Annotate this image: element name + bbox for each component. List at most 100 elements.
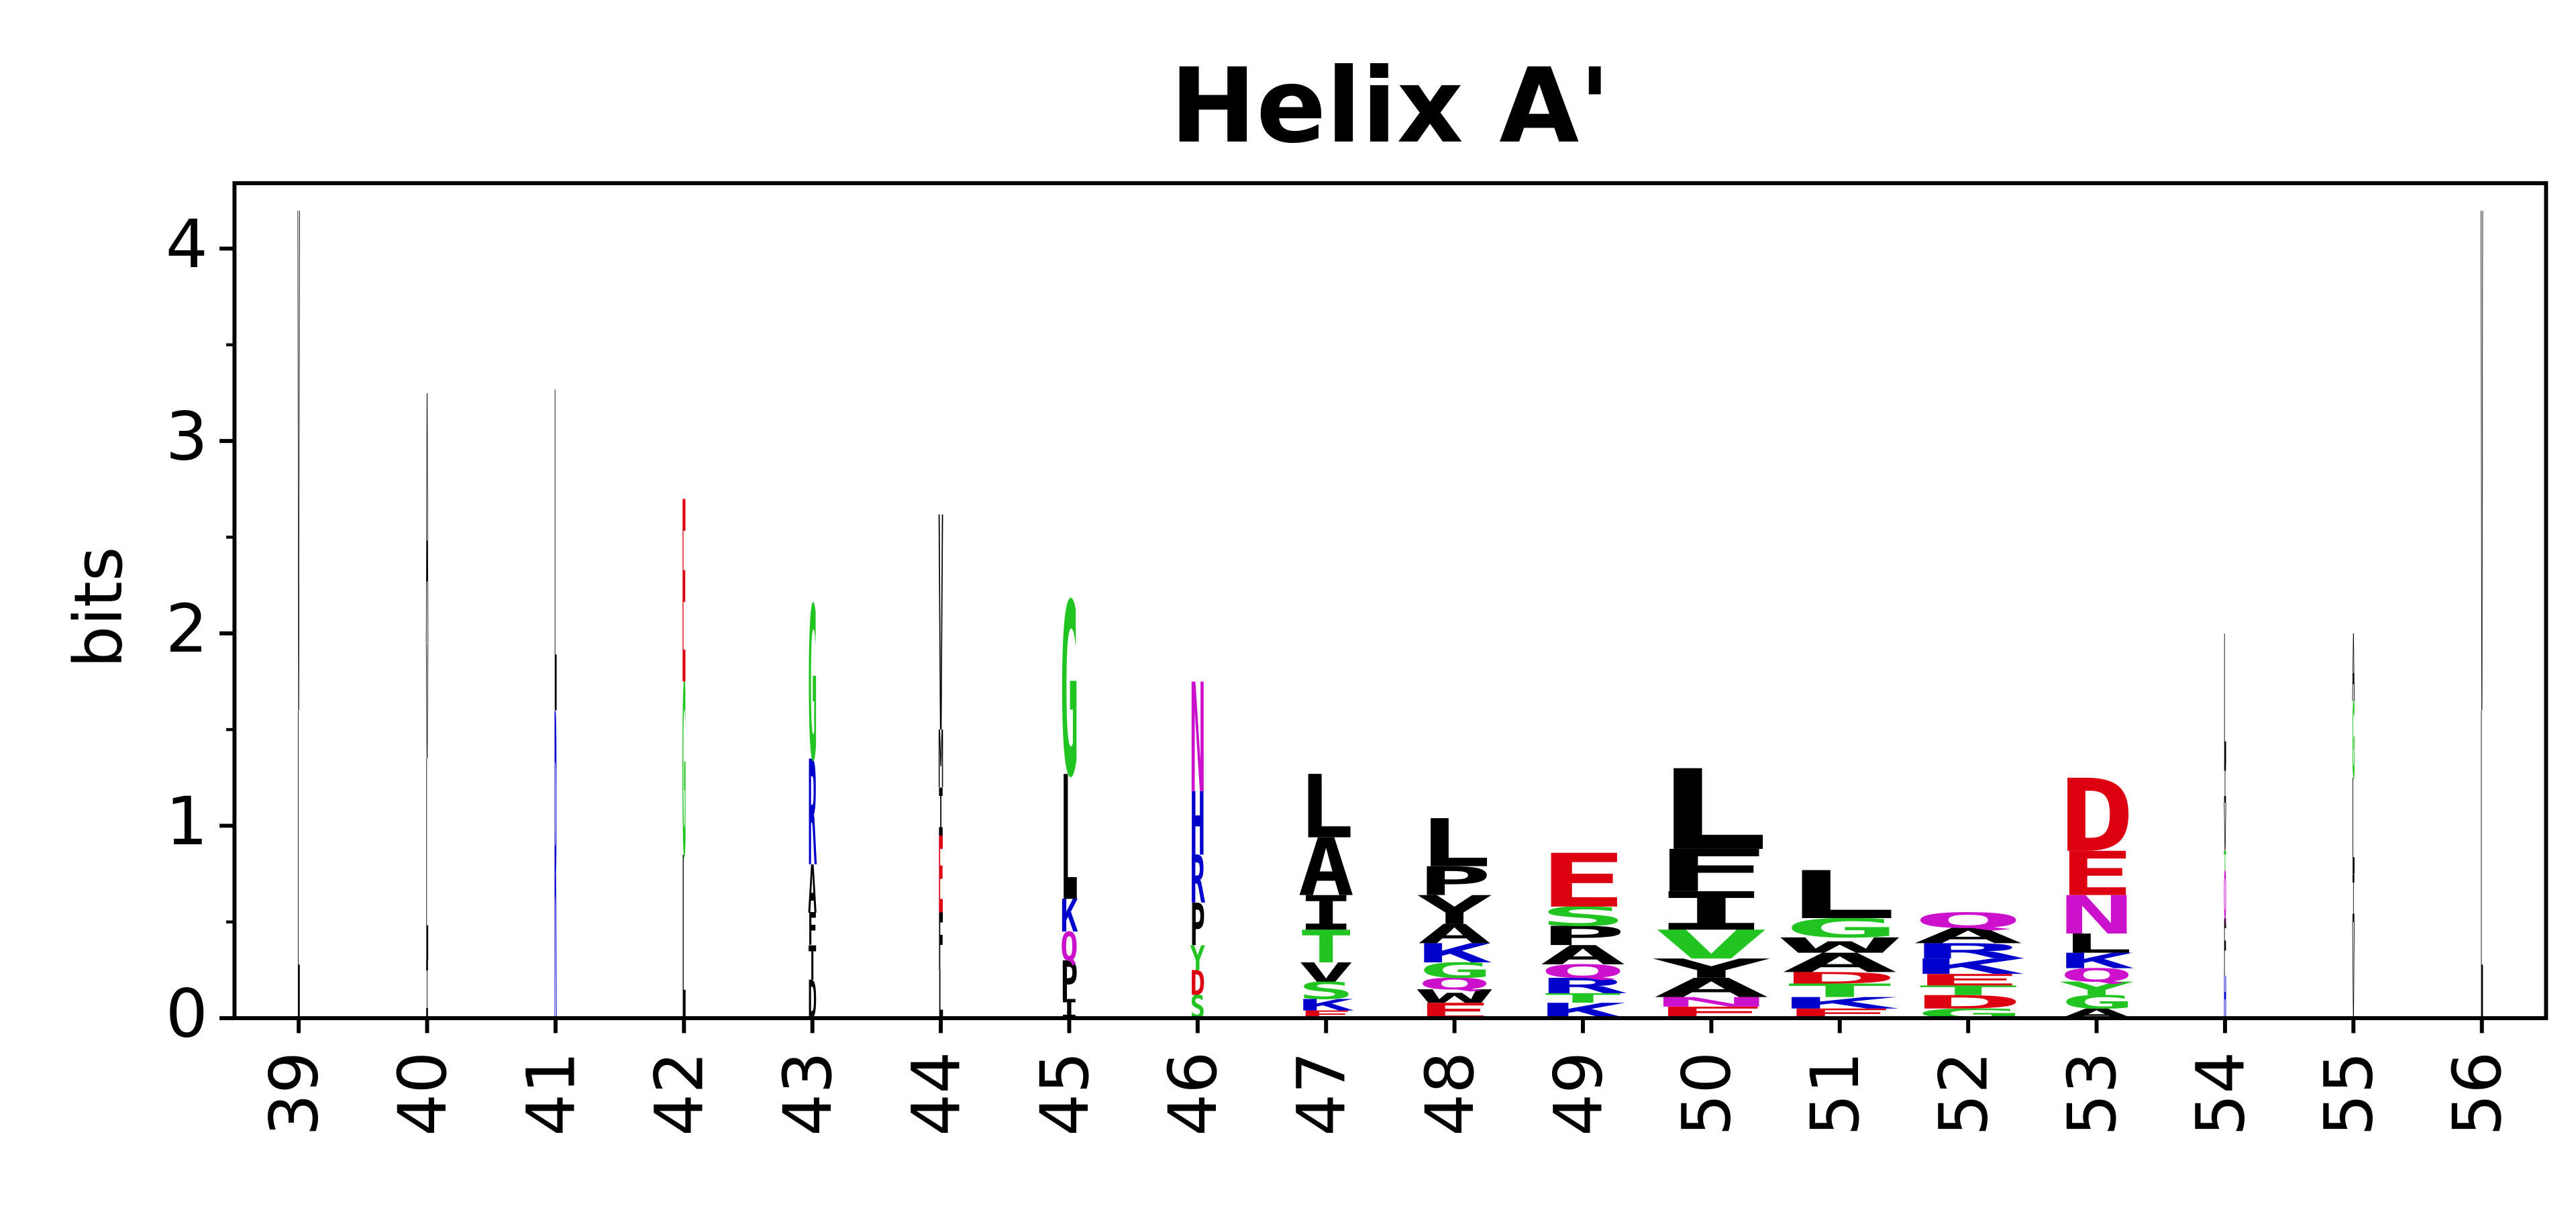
- x-tick-label: 50: [1669, 1052, 1746, 1136]
- logo-letter: R: [1539, 974, 1628, 999]
- logo-letter: I: [1298, 887, 1354, 942]
- y-tick-label: 3: [166, 398, 208, 475]
- logo-letter: V: [2481, 75, 2483, 872]
- logo-letter: K: [1417, 938, 1492, 968]
- x-tick-label: 51: [1797, 1052, 1874, 1136]
- logo-letter: D: [2059, 758, 2134, 874]
- logo-letter: L: [682, 811, 686, 1072]
- x-tick-label: 49: [1540, 1052, 1617, 1136]
- logo-letter: E: [2059, 839, 2134, 909]
- plot-frame: [232, 181, 2548, 1021]
- logo-letter: F: [1652, 838, 1771, 905]
- logo-letter: D: [1912, 991, 2024, 1013]
- logo-letter: I: [2352, 861, 2355, 938]
- logo-letter: Y: [1190, 939, 1205, 978]
- logo-letter: F: [2224, 903, 2226, 995]
- logo-letter: V: [1652, 922, 1771, 968]
- logo-letter: I: [1652, 880, 1771, 942]
- logo-letter: L: [1298, 756, 1354, 858]
- logo-letter: L: [297, 627, 300, 1117]
- logo-letter: L: [2224, 598, 2226, 807]
- logo-stacks: LVILVARLLGEDTFARGLFEIMVIPQKLGSDYPRHNEKSV…: [297, 75, 2483, 1117]
- logo-letter: P: [1539, 921, 1627, 952]
- logo-letter: D: [1190, 964, 1205, 1003]
- logo-letter: W: [1780, 934, 1899, 958]
- logo-letter: A: [808, 851, 817, 928]
- x-tick-label: 42: [641, 1052, 719, 1136]
- logo-letter: G: [808, 562, 817, 809]
- logo-letter: K: [1060, 891, 1078, 943]
- y-tick-label: 2: [166, 591, 208, 668]
- logo-letter: L: [1652, 747, 1771, 876]
- y-tick-label: 4: [166, 206, 208, 283]
- logo-letter: T: [2224, 846, 2226, 876]
- logo-letter: T: [1539, 991, 1627, 1006]
- x-tick-label: 46: [1155, 1052, 1232, 1136]
- logo-letter: Q: [2059, 964, 2134, 986]
- logo-letter: R: [554, 627, 557, 1117]
- logo-letter: V: [297, 75, 300, 872]
- logo-letter: T: [808, 936, 817, 991]
- logo-letter: A: [2352, 615, 2355, 723]
- logo-letter: G: [1780, 913, 1899, 944]
- x-tick-label: 54: [2182, 1052, 2259, 1136]
- logo-letter: Y: [1417, 887, 1492, 933]
- x-tick-label: 40: [384, 1052, 462, 1136]
- y-tick-label: 1: [166, 783, 208, 860]
- logo-letter: N: [2059, 885, 2134, 946]
- logo-letter: A: [1539, 940, 1627, 971]
- logo-letter: W: [1417, 986, 1492, 1007]
- chart-title: Helix A': [1170, 46, 1611, 166]
- logo-letter: A: [1298, 822, 1354, 914]
- logo-letter: A: [1652, 972, 1771, 1003]
- logo-letter: V: [2352, 896, 2355, 1050]
- logo-letter: L: [2481, 627, 2483, 1117]
- logo-letter: A: [1417, 919, 1492, 950]
- x-tick-label: 56: [2439, 1052, 2516, 1136]
- logo-letter: N: [1190, 652, 1205, 827]
- logo-letter: K: [1298, 996, 1354, 1015]
- logo-letter: D: [1780, 969, 1899, 987]
- x-tick-label: 45: [1027, 1052, 1104, 1136]
- logo-letter: Q: [2224, 858, 2226, 934]
- x-tick-label: 53: [2054, 1052, 2131, 1136]
- x-tick-label: 43: [770, 1052, 847, 1136]
- logo-letter: L: [1417, 805, 1492, 882]
- logo-letter: Q: [1912, 908, 2024, 933]
- logo-letter: P: [1417, 858, 1492, 904]
- x-tick-label: 39: [256, 1052, 333, 1136]
- logo-letter: M: [938, 713, 943, 806]
- logo-letter: V: [426, 612, 429, 796]
- logo-letter: L: [2352, 752, 2355, 905]
- logo-letter: T: [1912, 983, 2024, 999]
- logo-letter: D: [808, 970, 817, 1031]
- logo-letter: Q: [1060, 925, 1078, 970]
- logo-letter: L: [554, 303, 557, 815]
- logo-letter: E: [1539, 838, 1627, 924]
- logo-letter: I: [2224, 754, 2226, 816]
- logo-letter: G: [1417, 958, 1492, 983]
- logo-letter: G: [1060, 554, 1078, 830]
- x-tick-label: 41: [513, 1052, 590, 1136]
- logo-letter: I: [938, 775, 943, 852]
- logo-letter: N: [1652, 995, 1771, 1010]
- logo-letter: R: [1190, 842, 1206, 919]
- logo-letter: S: [1539, 901, 1627, 932]
- logo-letter: Y: [2059, 978, 2134, 999]
- logo-letter: G: [2352, 681, 2355, 803]
- logo-letter: T: [1780, 980, 1899, 1001]
- logo-letter: L: [2059, 928, 2134, 959]
- logo-letter: L: [1060, 741, 1078, 940]
- logo-letter: P: [1190, 891, 1205, 959]
- logo-letter: I: [426, 945, 429, 1037]
- logo-letter: L: [426, 703, 429, 1026]
- logo-letter: Y: [1652, 954, 1771, 985]
- logo-letter: K: [2059, 949, 2134, 974]
- logo-letter: V: [1298, 958, 1354, 989]
- logo-letter: G: [2059, 992, 2134, 1013]
- logo-letter: H: [2224, 965, 2226, 1032]
- logo-letter: R: [808, 731, 817, 899]
- y-tick-label: 0: [166, 975, 208, 1052]
- logo-letter: H: [1190, 775, 1205, 876]
